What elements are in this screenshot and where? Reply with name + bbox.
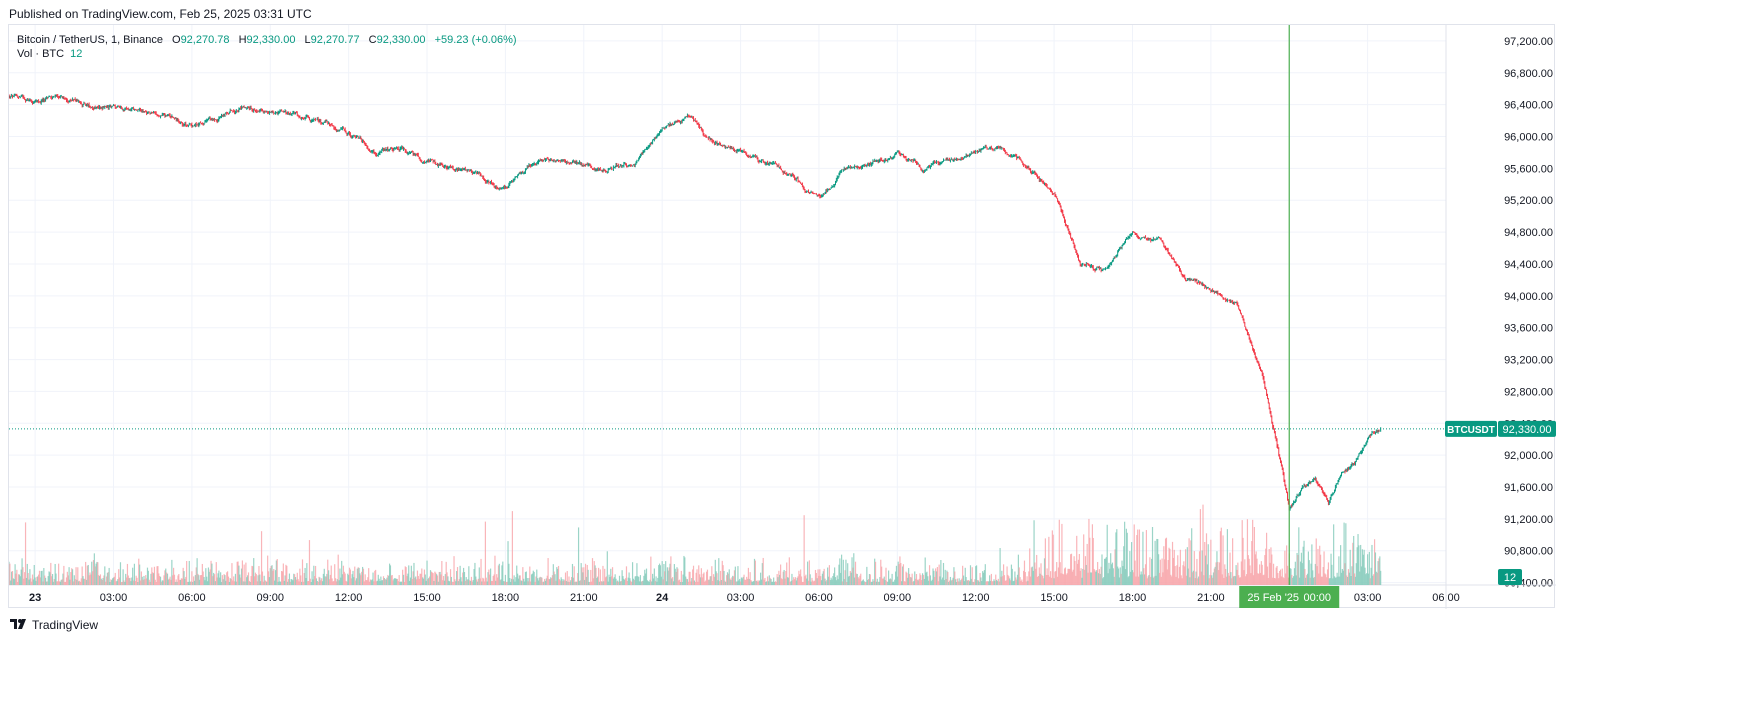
close-value: 92,330.00 xyxy=(376,34,426,46)
chart-frame[interactable]: 97,200.00 96,800.00 96,400.00 96,000.00 95,6… xyxy=(8,24,1556,609)
time-tick-label: 09:00 xyxy=(884,592,912,604)
time-tick-label: 03:00 xyxy=(100,592,128,604)
change-value: +59.23 (+0.06%) xyxy=(434,34,517,46)
price-tick-label: 93,600.00 xyxy=(1504,323,1553,335)
price-tick-label: 91,200.00 xyxy=(1504,514,1553,526)
symbol-badge-label: BTCUSDT xyxy=(1447,425,1495,436)
time-tick-label: 03:00 xyxy=(727,592,755,604)
ohlc-row: Bitcoin / TetherUS, 1, Binance O92,270.7… xyxy=(17,33,517,47)
price-tick-label: 90,800.00 xyxy=(1504,546,1553,558)
price-tick-label: 96,000.00 xyxy=(1504,132,1553,144)
crosshair-time-badge xyxy=(1239,586,1340,608)
time-tick-label: 21:00 xyxy=(1197,592,1225,604)
footer-brand[interactable]: TradingView xyxy=(10,617,98,632)
price-tick-label: 97,200.00 xyxy=(1504,36,1553,48)
price-tick-label: 96,400.00 xyxy=(1504,100,1553,112)
chart-canvas[interactable]: 97,200.00 96,800.00 96,400.00 96,000.00 95,6… xyxy=(9,25,1556,609)
volume-badge-label: 12 xyxy=(1504,572,1516,584)
volume-row: Vol · BTC 12 xyxy=(17,47,517,61)
low-value: 92,270.77 xyxy=(310,34,360,46)
symbol-badge xyxy=(1445,420,1497,437)
price-tick-label: 94,400.00 xyxy=(1504,259,1553,271)
time-tick-label: 18:00 xyxy=(492,592,520,604)
time-tick-label: 03:00 xyxy=(1354,592,1382,604)
open-value: 92,270.78 xyxy=(180,34,230,46)
low-label: L xyxy=(304,34,311,46)
symbol-title[interactable]: Bitcoin / TetherUS, 1, Binance xyxy=(17,34,163,46)
time-tick-label: 24 xyxy=(656,592,669,604)
price-tick-label: 92,000.00 xyxy=(1504,450,1553,462)
price-tick-label: 91,600.00 xyxy=(1504,482,1553,494)
price-tick-label: 92,800.00 xyxy=(1504,386,1553,398)
time-tick-label: 21:00 xyxy=(570,592,598,604)
price-tick-label: 95,200.00 xyxy=(1504,195,1553,207)
time-tick-label: 12:00 xyxy=(335,592,363,604)
last-price-badge xyxy=(1498,420,1556,437)
tradingview-logo-icon xyxy=(10,617,28,632)
close-label: C xyxy=(368,34,377,46)
last-price-badge-label: 92,330.00 xyxy=(1503,424,1552,436)
price-tick-label: 94,000.00 xyxy=(1504,291,1553,303)
time-tick-label: 06:00 xyxy=(805,592,833,604)
volume-badge xyxy=(1498,569,1522,585)
time-tick-label: 15:00 xyxy=(1040,592,1068,604)
time-tick-label: 18:00 xyxy=(1119,592,1147,604)
footer-brand-label: TradingView xyxy=(32,617,99,632)
crosshair-date-label: 25 Feb '25 xyxy=(1247,592,1299,604)
price-tick-label: 96,800.00 xyxy=(1504,68,1553,80)
time-tick-label: 06:00 xyxy=(178,592,206,604)
crosshair-time-label: 00:00 xyxy=(1303,592,1331,604)
open-label: O xyxy=(172,34,181,46)
price-tick-label: 95,600.00 xyxy=(1504,163,1553,175)
chart-legend: Bitcoin / TetherUS, 1, Binance O92,270.7… xyxy=(17,33,517,61)
price-tick-label: 94,800.00 xyxy=(1504,227,1553,239)
time-tick-label: 09:00 xyxy=(257,592,285,604)
volume-value: 12 xyxy=(70,48,83,60)
published-caption: Published on TradingView.com, Feb 25, 20… xyxy=(9,7,312,21)
time-tick-label: 15:00 xyxy=(413,592,441,604)
time-tick-label: 23 xyxy=(29,592,41,604)
time-tick-label: 12:00 xyxy=(962,592,990,604)
volume-label[interactable]: Vol · BTC xyxy=(17,48,65,60)
high-label: H xyxy=(238,34,247,46)
price-tick-label: 93,200.00 xyxy=(1504,355,1553,367)
high-value: 92,330.00 xyxy=(246,34,296,46)
